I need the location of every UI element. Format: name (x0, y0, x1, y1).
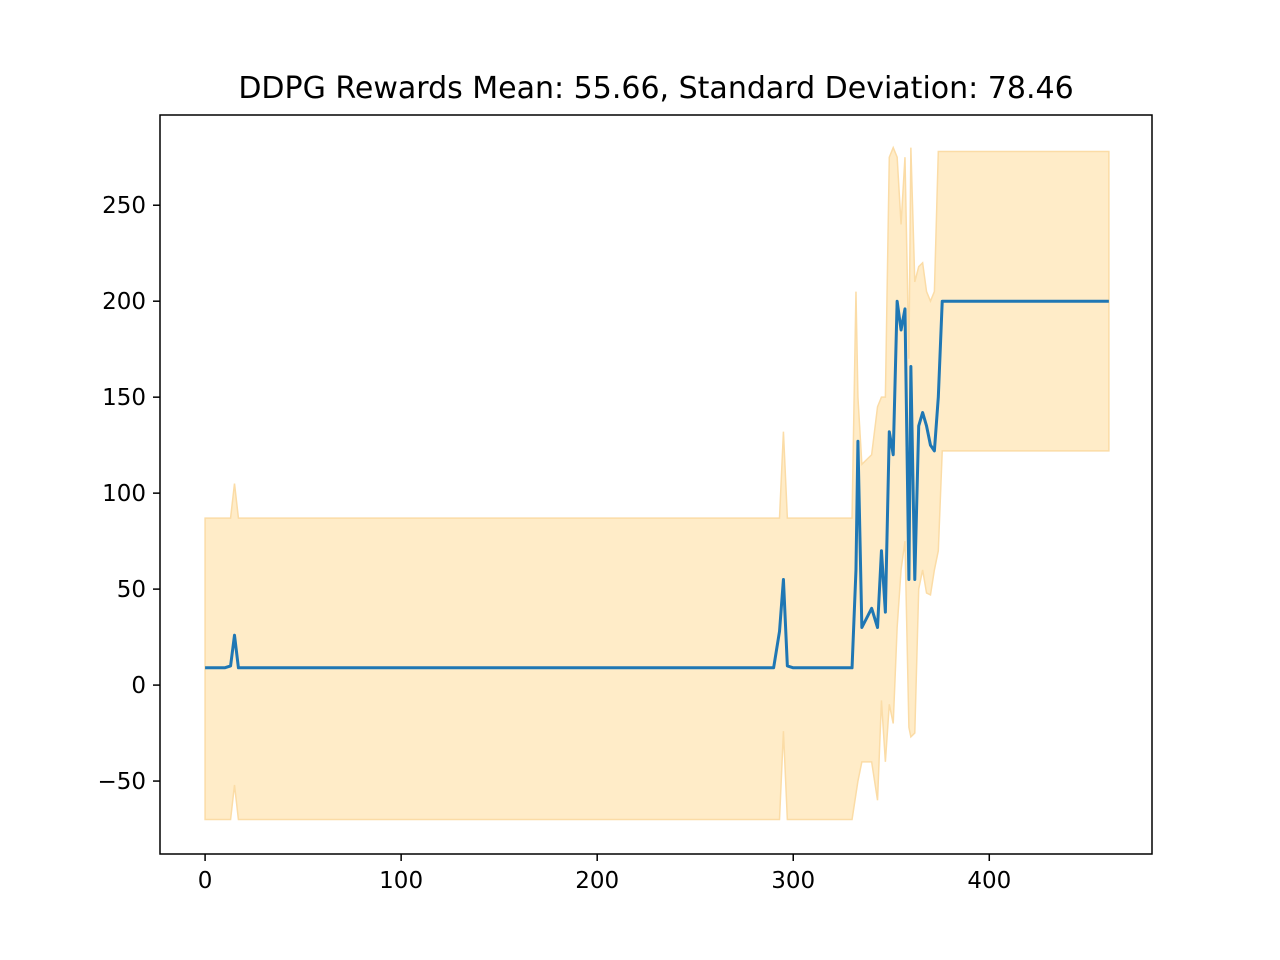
x-tick-label: 200 (575, 868, 619, 894)
axes-frame (159, 114, 1153, 855)
y-tick-label: 0 (131, 673, 146, 699)
x-tick-label: 0 (198, 868, 213, 894)
y-tick-label: 200 (102, 289, 146, 315)
y-tick-label: 100 (102, 481, 146, 507)
x-tick-label: 300 (771, 868, 815, 894)
y-tick-label: 150 (102, 385, 146, 411)
x-tick-label: 400 (967, 868, 1011, 894)
x-tick-label: 100 (379, 868, 423, 894)
y-tick-label: 50 (117, 577, 146, 603)
plot-area (204, 145, 1110, 821)
y-tick-label: −50 (97, 769, 146, 795)
chart-title: DDPG Rewards Mean: 55.66, Standard Devia… (238, 71, 1073, 106)
rewards-mean-line (205, 299, 1109, 670)
y-axis: −50 0 50 100 150 200 250 (97, 193, 160, 795)
x-axis: 0 100 200 300 400 (198, 854, 1011, 894)
y-tick-label: 250 (102, 193, 146, 219)
